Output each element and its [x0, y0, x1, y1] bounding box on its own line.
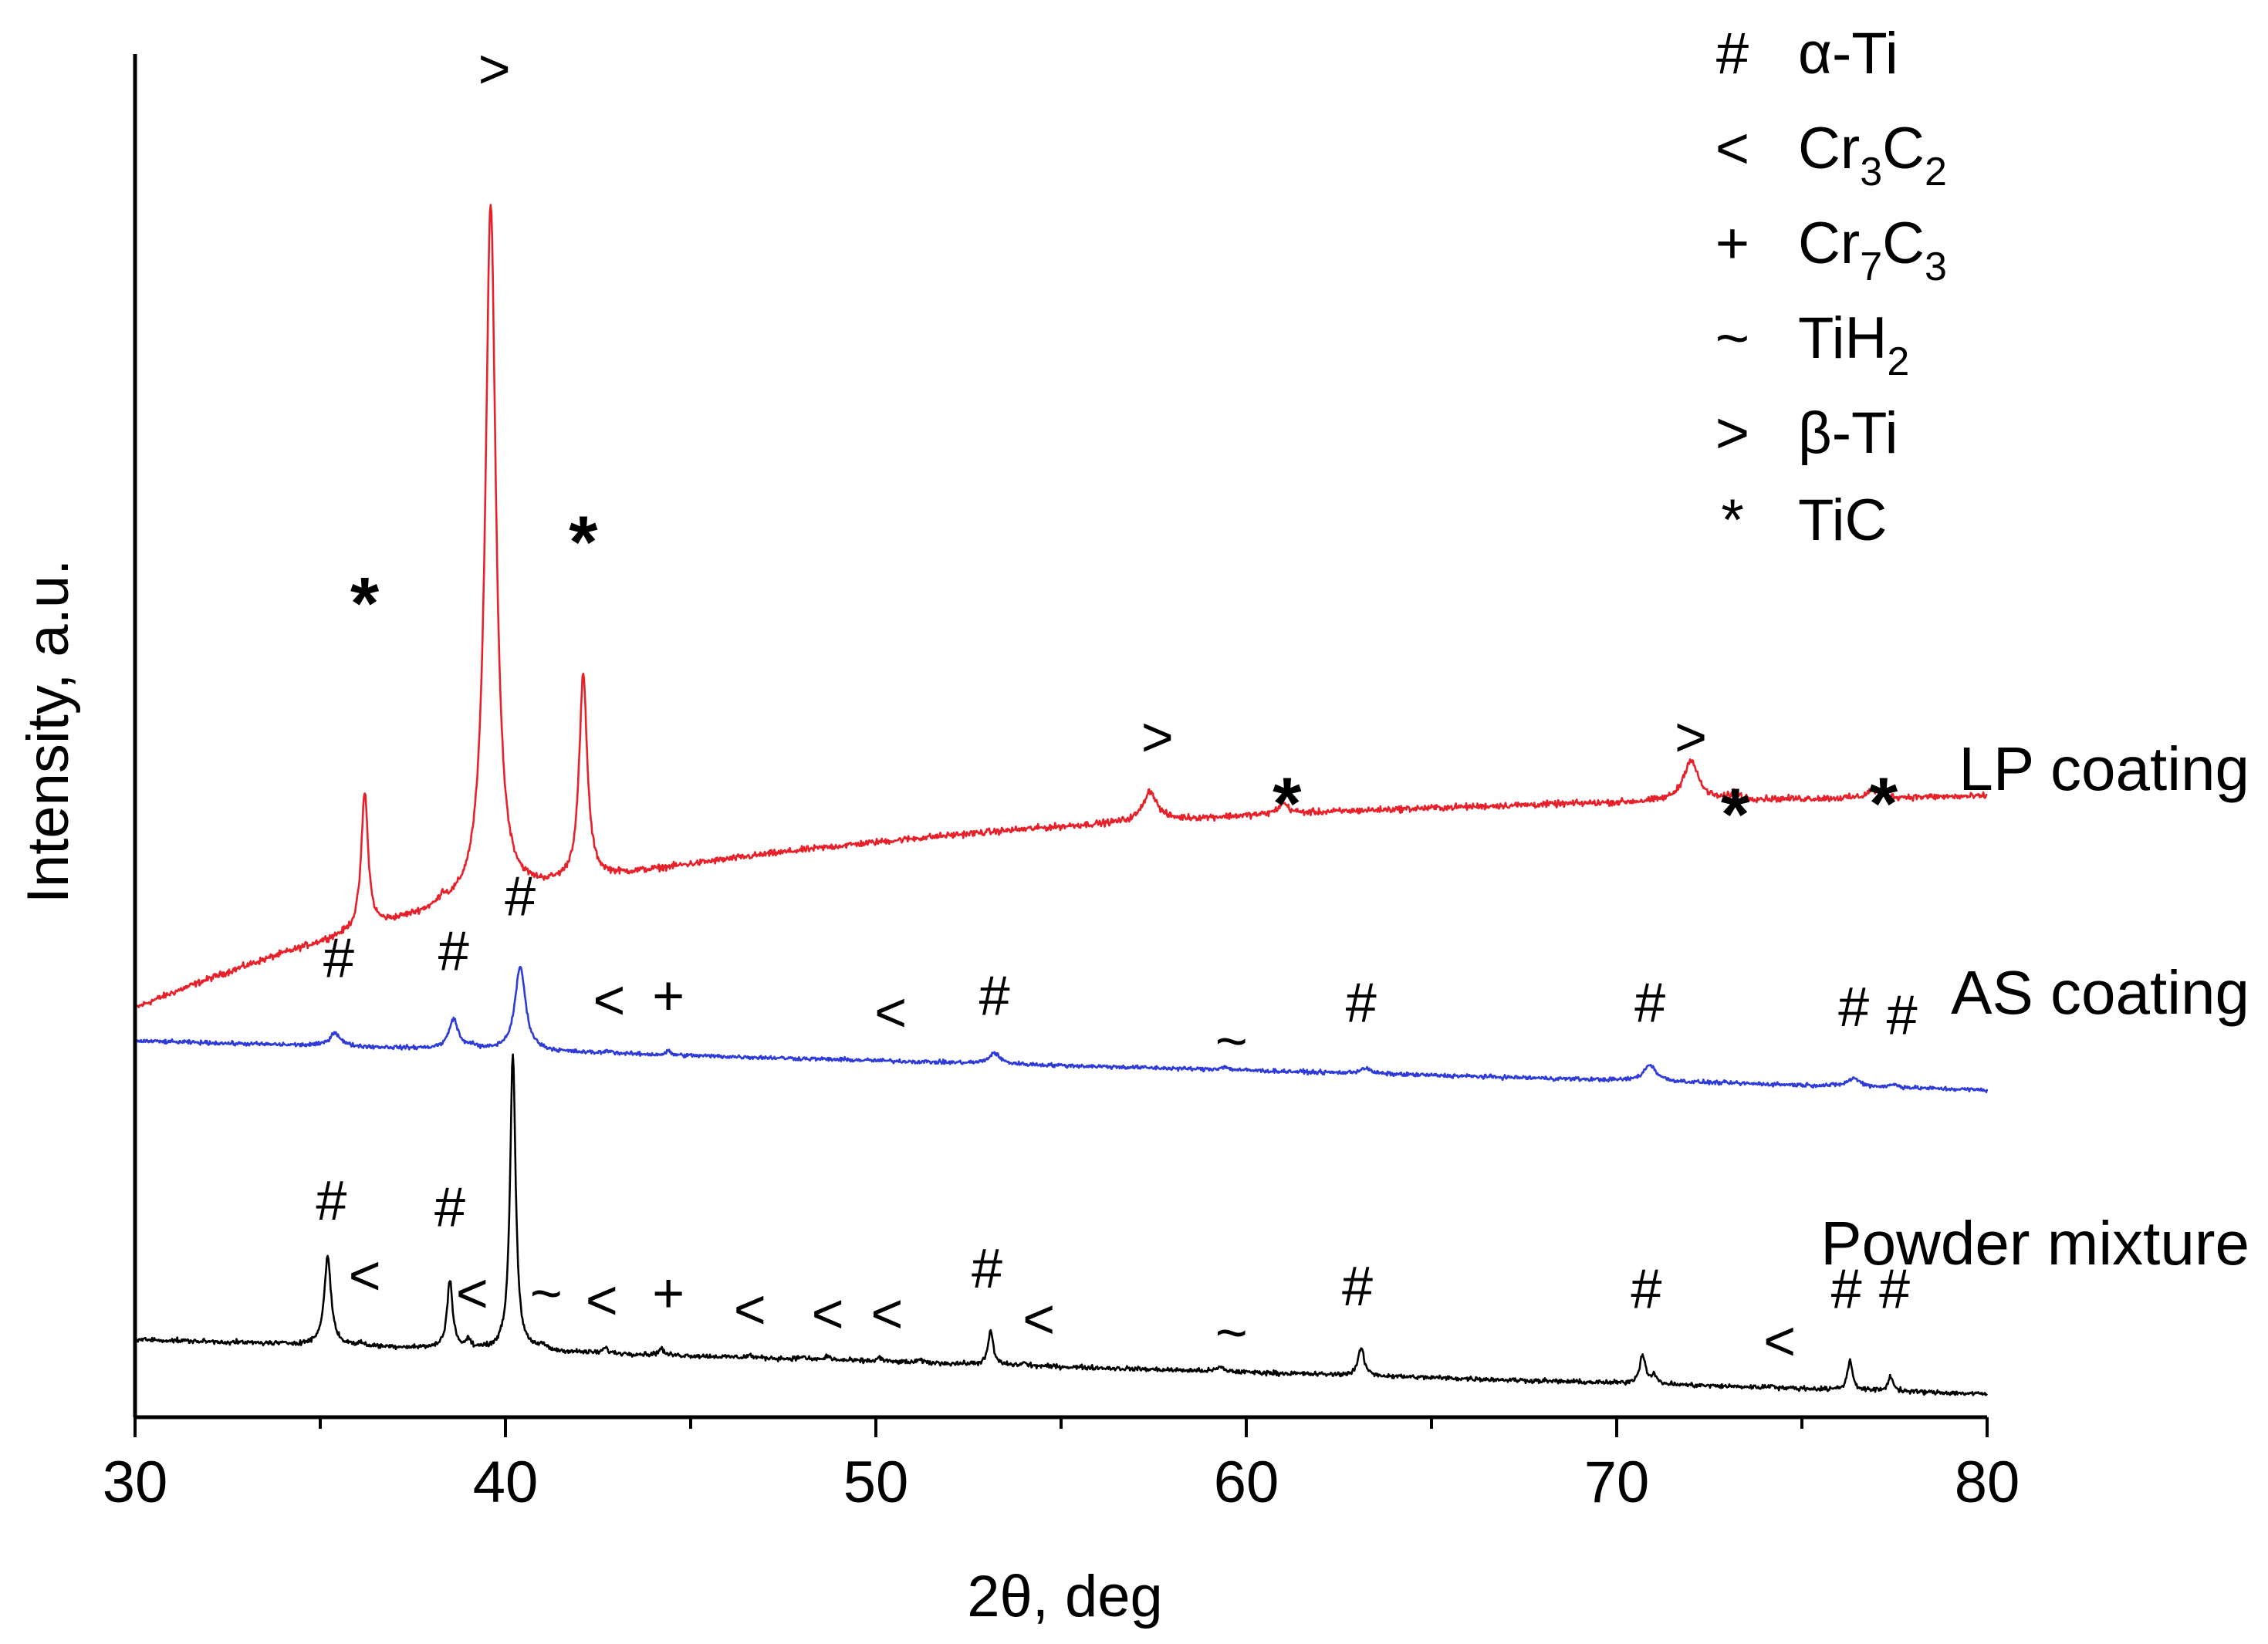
phase-marker: < [593, 970, 625, 1031]
phase-marker: # [1887, 985, 1918, 1047]
phase-marker: # [505, 866, 536, 928]
phase-marker: * [569, 501, 598, 583]
phase-marker-layer: *>*>*>* *# ##< + < #~# # # ##<#< ~ < + < < <#< ~# #<# # [316, 39, 1917, 1372]
phase-marker: * [1273, 763, 1302, 846]
phase-marker: # [1631, 1259, 1661, 1321]
legend-label: Cr7C3 [1798, 211, 1947, 289]
phase-marker: # [316, 1170, 346, 1232]
phase-marker: * [350, 562, 380, 645]
x-tick-label: 30 [103, 1450, 168, 1515]
series-label: Powder mixture [1820, 1209, 2249, 1278]
phase-marker: # [979, 966, 1010, 1028]
legend-symbol: # [1716, 21, 1749, 86]
phase-marker: # [972, 1238, 1002, 1300]
series-label: LP coating [1959, 734, 2249, 803]
legend-entry: * TiC [1721, 488, 1887, 553]
phase-marker: # [1879, 1259, 1910, 1321]
phase-marker: # [1831, 1259, 1862, 1321]
series-line-powder-mixture [134, 1053, 1989, 1396]
phase-marker: * [1869, 763, 1898, 846]
x-tick-label: 50 [843, 1450, 909, 1515]
phase-marker: # [438, 920, 469, 982]
phase-marker: # [1342, 1256, 1373, 1318]
x-tick-label: 70 [1584, 1450, 1650, 1515]
x-ticks: 30 40 50 60 70 80 [103, 1417, 2020, 1515]
legend-label: TiC [1798, 488, 1887, 553]
series-line-lp-coating [134, 204, 1988, 1008]
legend: # α-Ti < Cr3C2 + Cr7C3 ~ TiH2 > β-Ti * TiC [1715, 21, 1947, 553]
axes [133, 54, 1987, 1420]
legend-entry: # α-Ti [1716, 21, 1898, 86]
phase-marker: > [1141, 707, 1174, 768]
phase-marker: < [734, 1279, 766, 1341]
legend-symbol: > [1715, 400, 1749, 466]
x-tick-label: 60 [1214, 1450, 1279, 1515]
series-layer [134, 204, 1989, 1396]
phase-marker: < [1022, 1289, 1055, 1351]
legend-label: Cr3C2 [1798, 116, 1947, 194]
legend-label: TiH2 [1798, 306, 1909, 384]
phase-marker: # [1634, 973, 1665, 1035]
series-line-as-coating [134, 965, 1989, 1093]
legend-entry: ~ TiH2 [1715, 306, 1909, 384]
phase-marker: < [586, 1270, 618, 1332]
phase-marker: # [434, 1177, 465, 1239]
legend-symbol: < [1715, 116, 1749, 181]
phase-marker: < [1763, 1311, 1796, 1372]
series-labels: LP coating AS coating Powder mixture [1820, 734, 2249, 1278]
series-label: AS coating [1951, 958, 2249, 1027]
legend-symbol: ~ [1715, 306, 1749, 371]
phase-marker: > [1675, 707, 1707, 768]
y-axis-label: Intensity, a.u. [15, 559, 81, 903]
legend-label: α-Ti [1798, 21, 1898, 86]
legend-label: β-Ti [1798, 400, 1898, 466]
legend-entry: > β-Ti [1715, 400, 1898, 466]
phase-marker: < [812, 1283, 844, 1345]
phase-marker: + [652, 966, 684, 1028]
phase-marker: < [870, 1283, 903, 1345]
phase-marker: ~ [1215, 1011, 1248, 1072]
legend-entry: + Cr7C3 [1715, 211, 1947, 289]
phase-marker: # [1346, 973, 1377, 1035]
legend-symbol: + [1715, 211, 1749, 276]
x-axis-label: 2θ, deg [967, 1564, 1163, 1629]
phase-marker: # [323, 927, 354, 989]
phase-marker: < [874, 982, 907, 1044]
x-tick-label: 80 [1955, 1450, 2020, 1515]
legend-symbol: * [1721, 488, 1744, 553]
phase-marker: + [652, 1263, 684, 1325]
legend-entry: < Cr3C2 [1715, 116, 1947, 194]
phase-marker: ~ [530, 1263, 563, 1325]
phase-marker: > [478, 39, 511, 100]
phase-marker: # [1838, 977, 1869, 1038]
phase-marker: < [349, 1245, 381, 1307]
phase-marker: ~ [1215, 1302, 1248, 1364]
phase-marker: < [456, 1263, 488, 1325]
x-tick-label: 40 [473, 1450, 539, 1515]
phase-marker: * [1721, 774, 1750, 856]
